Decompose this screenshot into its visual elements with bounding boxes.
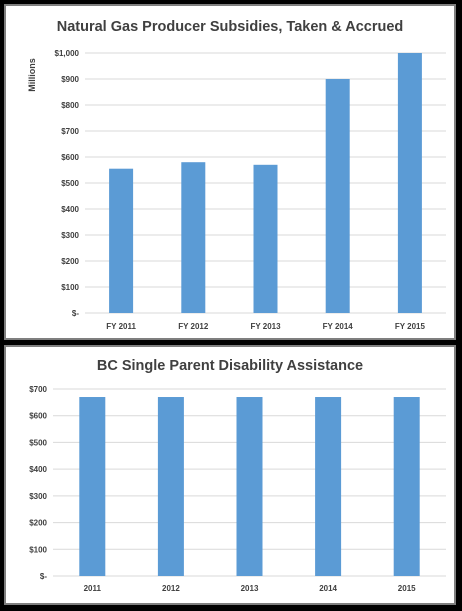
x-tick-label: FY 2013 bbox=[250, 322, 281, 331]
bar bbox=[397, 53, 422, 313]
y-tick-label: $100 bbox=[61, 283, 79, 292]
y-tick-label: $300 bbox=[61, 231, 79, 240]
chart-panel-disability-assistance: BC Single Parent Disability Assistance $… bbox=[4, 345, 456, 605]
x-tick-label: FY 2012 bbox=[178, 322, 209, 331]
bar bbox=[181, 162, 206, 313]
x-tick-label: FY 2015 bbox=[395, 322, 426, 331]
chart-title: Natural Gas Producer Subsidies, Taken & … bbox=[56, 19, 404, 35]
y-tick-label: $- bbox=[40, 572, 47, 581]
y-tick-label: $800 bbox=[61, 101, 79, 110]
x-tick-label: 2015 bbox=[398, 584, 416, 593]
y-tick-label: $700 bbox=[29, 385, 47, 394]
y-tick-label: $400 bbox=[61, 205, 79, 214]
chart-natural-gas-subsidies: $- $100 $200 $300 $400 $500 $600 $700 $800 $900 $1… bbox=[55, 49, 446, 331]
y-tick-label: $600 bbox=[29, 412, 47, 421]
bar bbox=[109, 168, 134, 313]
y-tick-label: $300 bbox=[29, 492, 47, 501]
chart-disability-assistance: $- $100 $200 $300 $400 $500 $600 $700 2011 2012 20… bbox=[29, 385, 446, 593]
x-tick-label: 2013 bbox=[241, 584, 259, 593]
x-tick-label: 2011 bbox=[84, 584, 102, 593]
chart-panel-natural-gas: Natural Gas Producer Subsidies, Taken & … bbox=[4, 4, 456, 340]
y-tick-label: $600 bbox=[61, 153, 79, 162]
bar bbox=[236, 397, 263, 576]
y-tick-label: $200 bbox=[29, 519, 47, 528]
y-tick-label: $500 bbox=[61, 179, 79, 188]
y-tick-label: $- bbox=[72, 309, 79, 318]
y-tick-label: $400 bbox=[29, 465, 47, 474]
bar bbox=[157, 397, 184, 576]
bar bbox=[393, 397, 420, 576]
y-tick-label: $100 bbox=[29, 545, 47, 554]
x-tick-label: 2012 bbox=[162, 584, 180, 593]
y-tick-label: $700 bbox=[61, 127, 79, 136]
bar bbox=[79, 397, 106, 576]
bar bbox=[325, 79, 350, 313]
chart-title: BC Single Parent Disability Assistance bbox=[96, 358, 364, 374]
bar bbox=[253, 164, 278, 313]
y-tick-label: $1,000 bbox=[55, 49, 80, 58]
x-tick-label: FY 2011 bbox=[106, 322, 136, 331]
y-tick-label: $500 bbox=[29, 438, 47, 447]
y-tick-label: $900 bbox=[61, 75, 79, 84]
y-tick-label: $200 bbox=[61, 257, 79, 266]
x-tick-label: 2014 bbox=[319, 584, 337, 593]
x-tick-label: FY 2014 bbox=[323, 322, 354, 331]
bar bbox=[315, 397, 342, 576]
